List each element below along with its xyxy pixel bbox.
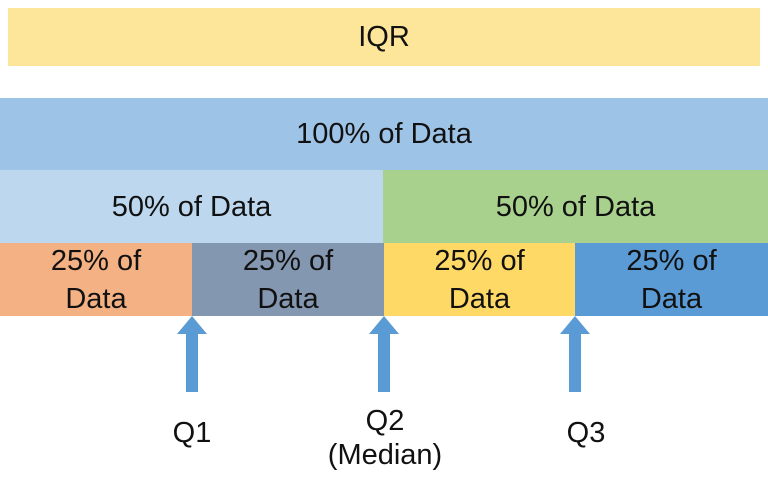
quarter-1-bar: 25% of Data [0,243,192,316]
quarter-3-bar: 25% of Data [384,243,575,316]
q2-label: Q2 (Median) [310,404,460,472]
iqr-bar: IQR [8,8,760,66]
quarter-2-bar: 25% of Data [192,243,384,316]
quarter-4-line2: Data [640,282,703,315]
upper-half-label: 50% of Data [495,190,656,223]
quarter-1-label: 25% of Data [51,242,141,318]
quarter-1-line2: Data [65,282,127,315]
quarter-4-bar: 25% of Data [575,243,768,316]
quarter-2-label: 25% of Data [243,242,333,318]
lower-half-bar: 50% of Data [0,170,383,243]
quarter-4-line1: 25% of [626,244,717,277]
quarter-2-line1: 25% of [242,244,334,277]
iqr-label: IQR [358,21,410,53]
median-text: (Median) [327,439,443,471]
quarter-1-line1: 25% of [50,244,142,277]
lower-half-label: 50% of Data [111,190,272,223]
q3-label: Q3 [566,417,606,449]
full-data-label: 100% of Data [296,118,472,150]
quarter-4-label: 25% of Data [626,242,716,318]
quarter-3-label: 25% of Data [434,242,524,318]
q3-arrow-up-icon [560,316,590,392]
quarter-2-line2: Data [257,282,319,315]
quarter-3-line2: Data [448,282,511,315]
upper-half-bar: 50% of Data [383,170,768,243]
q1-label: Q1 [172,417,212,449]
q1-arrow-up-icon [177,316,207,392]
q2-arrow-up-icon [369,316,399,392]
q2-text: Q2 [365,405,405,437]
full-data-bar: 100% of Data [0,98,768,170]
quarter-3-line1: 25% of [434,244,525,277]
